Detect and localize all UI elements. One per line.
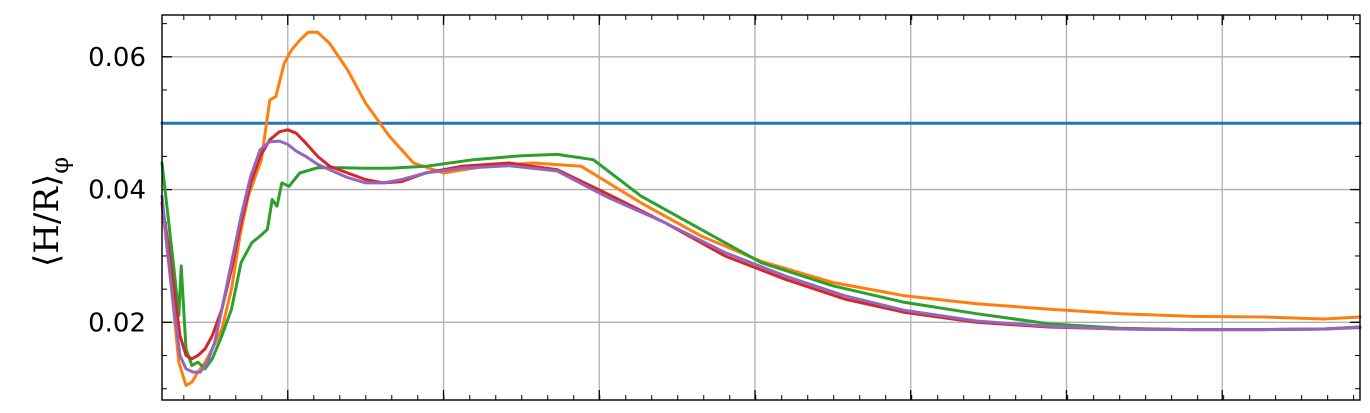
minor-ticks — [162, 15, 1360, 400]
grid-lines — [162, 15, 1360, 400]
series-line-5 — [160, 139, 1362, 374]
y-tick-label: 0.06 — [88, 43, 146, 73]
major-ticks — [162, 15, 1360, 400]
plot-frame — [161, 14, 1361, 401]
series-lines — [160, 30, 1362, 387]
y-tick-label: 0.04 — [88, 176, 146, 206]
series-line-3 — [160, 152, 1362, 371]
y-tick-labels: 0.02 0.04 0.06 — [88, 43, 146, 339]
y-axis-label: ⟨H/R⟩φ — [27, 157, 74, 267]
y-axis-label-subscript: φ — [46, 157, 74, 174]
series-line-2 — [160, 30, 1362, 387]
series-line-4 — [160, 128, 1362, 361]
y-axis-label-main: ⟨H/R⟩ — [27, 174, 67, 267]
y-tick-label: 0.02 — [88, 308, 146, 338]
